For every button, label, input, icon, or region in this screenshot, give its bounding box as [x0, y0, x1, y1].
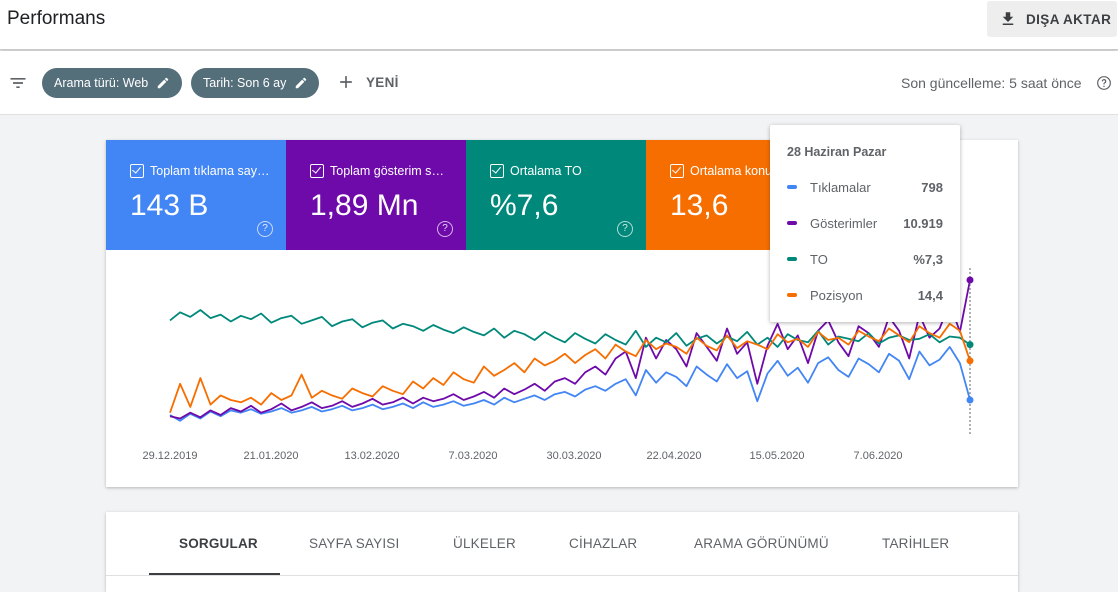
tab-countries[interactable]: ÜLKELER	[453, 536, 516, 551]
metric-label: Toplam gösterim sayısı	[330, 164, 450, 178]
search-type-filter-label: Arama türü: Web	[54, 76, 149, 90]
series-dot-icon	[787, 257, 797, 261]
tab-queries[interactable]: SORGULAR	[179, 536, 258, 551]
help-icon[interactable]: ?	[617, 221, 633, 237]
checkbox-checked-icon[interactable]	[130, 164, 144, 178]
metric-label: Toplam tıklama sayısı	[150, 164, 270, 178]
x-axis-tick-label: 13.02.2020	[344, 450, 399, 462]
metric-total-clicks[interactable]: Toplam tıklama sayısı 143 B ?	[106, 140, 286, 250]
tooltip-series-name: Tıklamalar	[810, 180, 871, 195]
x-axis-tick-label: 21.01.2020	[243, 450, 298, 462]
tooltip-row-ctr: TO %7,3	[787, 252, 943, 270]
export-button-label: DIŞA AKTAR	[1026, 11, 1112, 27]
filter-bar: Arama türü: Web Tarih: Son 6 ay YENİ Son…	[0, 51, 1118, 115]
tooltip-series-name: TO	[810, 252, 828, 267]
tooltip-row-clicks: Tıklamalar 798	[787, 180, 943, 198]
metric-value: 1,89 Mn	[310, 189, 419, 222]
help-icon[interactable]: ?	[257, 221, 273, 237]
last-update-text: Son güncelleme: 5 saat önce	[901, 75, 1082, 91]
tooltip-series-name: Pozisyon	[810, 288, 863, 303]
x-axis-tick-label: 22.04.2020	[646, 450, 701, 462]
x-axis-tick-label: 29.12.2019	[142, 450, 197, 462]
series-dot-icon	[787, 185, 797, 189]
tooltip-series-value: 14,4	[917, 288, 943, 303]
tooltip-series-value: %7,3	[913, 252, 943, 267]
metric-label: Ortalama TO	[510, 164, 582, 178]
hover-marker-1	[966, 396, 974, 404]
export-button[interactable]: DIŞA AKTAR	[987, 1, 1117, 37]
chart-tooltip: 28 Haziran Pazar Tıklamalar 798 Gösterim…	[770, 125, 960, 322]
tab-devices[interactable]: CİHAZLAR	[569, 536, 638, 551]
download-icon	[1002, 12, 1014, 25]
hover-marker-3	[966, 341, 974, 349]
metric-label: Ortalama konum	[690, 164, 783, 178]
top-bar: Performans DIŞA AKTAR	[0, 0, 1118, 50]
x-axis-tick-label: 15.05.2020	[749, 450, 804, 462]
metric-value: 13,6	[670, 189, 729, 222]
new-filter-button[interactable]: YENİ	[336, 72, 399, 92]
tooltip-series-name: Gösterimler	[810, 216, 878, 231]
x-axis-tick-label: 30.03.2020	[546, 450, 601, 462]
plus-icon	[340, 76, 352, 88]
series-line-4	[169, 322, 971, 413]
search-type-filter-chip[interactable]: Arama türü: Web	[42, 68, 182, 98]
tooltip-date: 28 Haziran Pazar	[787, 145, 887, 159]
hover-marker-4	[966, 357, 974, 365]
series-dot-icon	[787, 293, 797, 297]
hover-marker-2	[966, 276, 974, 284]
tooltip-series-value: 798	[921, 180, 943, 195]
tab-search-appearance[interactable]: ARAMA GÖRÜNÜMÜ	[694, 536, 829, 551]
date-filter-label: Tarih: Son 6 ay	[203, 76, 287, 90]
active-tab-indicator	[149, 573, 280, 575]
x-axis-tick-label: 7.03.2020	[449, 450, 498, 462]
help-icon[interactable]	[1096, 75, 1112, 91]
date-filter-chip[interactable]: Tarih: Son 6 ay	[191, 68, 319, 98]
checkbox-checked-icon[interactable]	[670, 164, 684, 178]
page-title: Performans	[7, 8, 106, 29]
edit-icon	[158, 77, 169, 89]
metric-total-impressions[interactable]: Toplam gösterim sayısı 1,89 Mn ?	[286, 140, 466, 250]
series-dot-icon	[787, 221, 797, 225]
performance-line-chart[interactable]: 29.12.2019 21.01.2020 13.02.2020 7.03.2020 3…	[106, 250, 1018, 487]
series-line-1	[169, 346, 971, 422]
metric-average-ctr[interactable]: Ortalama TO %7,6 ?	[466, 140, 646, 250]
filter-icon[interactable]	[8, 73, 28, 93]
new-filter-label: YENİ	[366, 74, 399, 90]
performance-card: Toplam tıklama sayısı 143 B ? Toplam gös…	[106, 140, 1018, 487]
tooltip-row-position: Pozisyon 14,4	[787, 288, 943, 306]
checkbox-checked-icon[interactable]	[490, 164, 504, 178]
checkbox-checked-icon[interactable]	[310, 164, 324, 178]
edit-icon	[296, 77, 307, 89]
metric-value: 143 B	[130, 189, 209, 222]
metric-value: %7,6	[490, 189, 559, 222]
divider	[106, 575, 1018, 576]
tab-dates[interactable]: TARİHLER	[882, 536, 950, 551]
dimension-tabs: SORGULAR SAYFA SAYISI ÜLKELER CİHAZLAR A…	[106, 512, 1018, 592]
x-axis-tick-label: 7.06.2020	[854, 450, 903, 462]
tooltip-row-impressions: Gösterimler 10.919	[787, 216, 943, 234]
help-icon[interactable]: ?	[437, 221, 453, 237]
tab-pages[interactable]: SAYFA SAYISI	[309, 536, 400, 551]
tooltip-series-value: 10.919	[903, 216, 943, 231]
